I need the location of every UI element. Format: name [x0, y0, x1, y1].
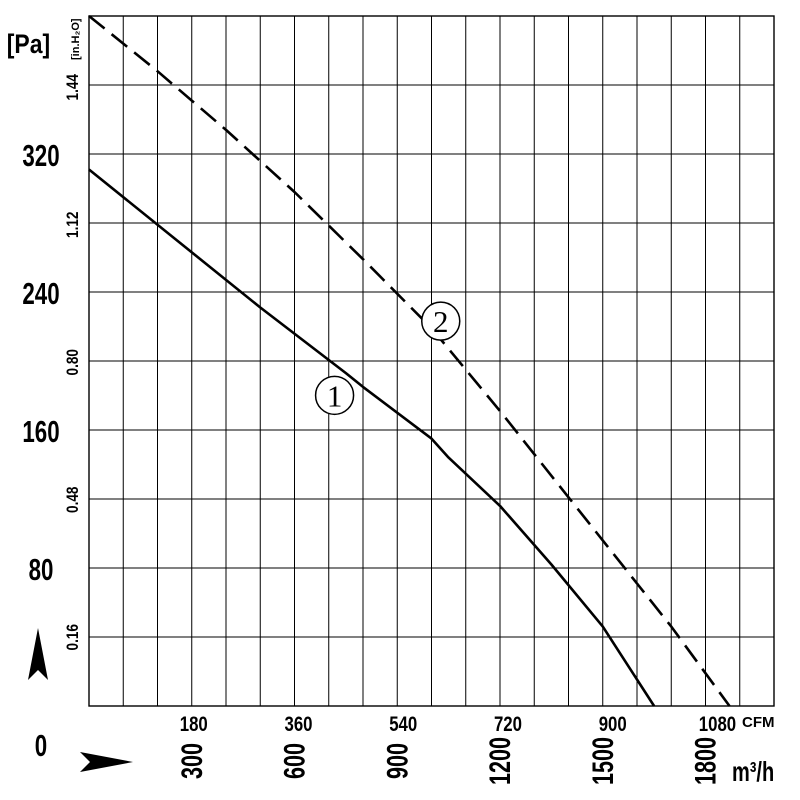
curve-1 — [88, 168, 656, 707]
x2-tick-label: 180 — [180, 713, 208, 736]
y-axis-arrow-icon — [28, 628, 48, 680]
x2-tick-label: 1080 — [699, 713, 736, 736]
y2-tick-label: 0.48 — [64, 486, 83, 513]
curves — [88, 14, 731, 707]
x-unit-cfm-label: CFM — [742, 714, 775, 731]
y-tick-label: 160 — [22, 414, 59, 448]
curve-label-text: 1 — [327, 378, 343, 413]
y-tick-label: 320 — [22, 138, 59, 172]
y2-tick-label: 0.16 — [64, 624, 83, 650]
y-unit-inh2o-label: [in.H₂O] — [70, 18, 82, 60]
y2-tick-label: 0.80 — [64, 349, 83, 375]
y-unit-pa-label: [Pa] — [7, 29, 50, 59]
y-axis-pa-ticks: 0 80 160 240 320 — [22, 138, 59, 762]
x2-tick-label: 360 — [284, 713, 312, 736]
y-axis-inh2o-ticks: 0.16 0.48 0.80 1.12 1.44 — [64, 74, 83, 651]
x-axis-arrow-icon — [80, 752, 133, 772]
x-tick-label: 1800 — [688, 737, 722, 785]
x2-tick-label: 900 — [599, 713, 627, 736]
y-tick-label: 240 — [22, 276, 59, 310]
x-tick-label: 300 — [174, 743, 208, 779]
x-axis-cfm-ticks: 180 360 540 720 900 1080 — [180, 713, 736, 736]
curve-label-circle — [314, 375, 355, 416]
curve-label-circle — [421, 301, 461, 341]
x-tick-label: 600 — [277, 743, 311, 779]
curve-label-2: 2 — [421, 301, 461, 341]
curve-label-text: 2 — [433, 304, 449, 339]
x-unit-m3h-label: m³/h — [732, 757, 774, 788]
y2-tick-label: 1.44 — [64, 74, 83, 101]
y-tick-label: 0 — [35, 728, 47, 762]
y2-tick-label: 1.12 — [64, 212, 83, 238]
plot-frame — [88, 15, 775, 707]
x-tick-label: 1500 — [585, 737, 619, 785]
curve-2 — [88, 14, 731, 707]
horizontal-gridlines — [89, 84, 774, 638]
curve-label-1: 1 — [314, 375, 355, 416]
x2-tick-label: 720 — [494, 713, 522, 736]
grid — [89, 16, 774, 706]
x-tick-label: 1200 — [482, 737, 516, 785]
plot-border — [88, 15, 775, 707]
x-axis-m3h-ticks: 300 600 900 1200 1500 1800 — [174, 737, 722, 785]
y-tick-label: 80 — [29, 552, 54, 586]
x-tick-label: 900 — [380, 743, 414, 779]
curve-labels: 12 — [314, 301, 461, 416]
x2-tick-label: 540 — [389, 713, 417, 736]
